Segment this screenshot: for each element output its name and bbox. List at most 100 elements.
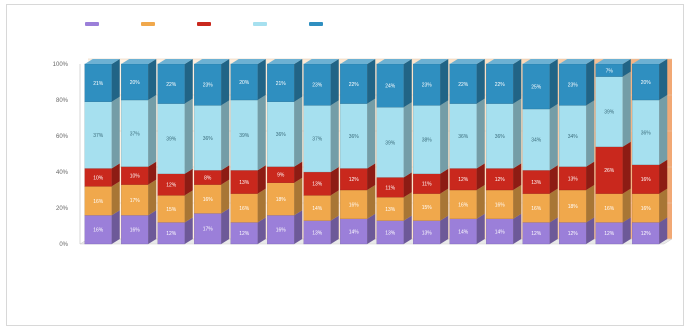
bar-top <box>267 59 303 64</box>
data-label: 23% <box>203 83 214 89</box>
data-label: 10% <box>130 174 141 180</box>
legend-item <box>85 22 105 26</box>
bar-segment-side <box>440 188 449 221</box>
data-label: 37% <box>312 137 323 143</box>
bar-segment-side <box>330 190 339 221</box>
data-label: 13% <box>531 180 542 186</box>
data-label: 36% <box>495 134 506 140</box>
bar-segment <box>559 63 587 106</box>
data-label: 20% <box>641 80 652 86</box>
data-label: 12% <box>166 183 177 189</box>
bar-segment <box>267 63 295 102</box>
bar-segment <box>595 76 623 147</box>
bar-segment-side <box>148 179 157 216</box>
bar-top <box>121 59 157 64</box>
bar-segment-side <box>659 188 668 223</box>
data-label: 22% <box>349 82 360 88</box>
bar-segment-side <box>403 192 412 221</box>
bar-top <box>522 59 558 64</box>
bar-segment-side <box>476 98 485 169</box>
bar-segment-side <box>403 59 412 108</box>
bar-segment-side <box>294 59 303 102</box>
bar-segment <box>595 193 623 223</box>
data-label: 14% <box>495 229 506 235</box>
bar-segment <box>194 213 222 245</box>
data-label: 16% <box>531 206 542 212</box>
bar-segment-side <box>184 98 193 174</box>
data-label: 17% <box>203 227 214 233</box>
bar-segment-side <box>221 59 230 106</box>
data-label: 37% <box>93 133 104 139</box>
bar-segment <box>157 63 185 104</box>
bar-segment <box>376 63 404 108</box>
bar-segment-side <box>257 95 266 171</box>
bar-segment <box>84 186 112 216</box>
data-label: 12% <box>239 231 250 237</box>
data-label: 16% <box>604 206 615 212</box>
bar-segment <box>595 146 623 194</box>
data-label: 12% <box>531 231 542 237</box>
bar-top <box>84 59 120 64</box>
data-label: 21% <box>93 81 104 87</box>
data-label: 26% <box>604 168 615 174</box>
data-label: 12% <box>641 231 652 237</box>
bar-segment-side <box>403 172 412 198</box>
bar-segment-side <box>549 104 558 171</box>
bar-segment-side <box>367 185 376 219</box>
bar-segment-side <box>476 213 485 244</box>
data-label: 16% <box>349 202 360 208</box>
bar-segment-side <box>257 59 266 100</box>
data-label: 25% <box>531 85 542 91</box>
bar-segment-side <box>513 59 522 104</box>
bar-segment-side <box>586 100 595 167</box>
bar-top <box>340 59 376 64</box>
bar-segment <box>632 193 660 223</box>
bar-segment-side <box>513 163 522 190</box>
legend-item <box>253 22 273 26</box>
bar-segment <box>522 63 550 110</box>
bar-segment-side <box>294 161 303 183</box>
bar-segment-side <box>184 59 193 104</box>
bar-segment-side <box>148 161 157 185</box>
y-tick-label: 100% <box>53 62 69 68</box>
bar-segment <box>303 195 331 221</box>
data-label: 13% <box>239 180 250 186</box>
data-label: 20% <box>239 80 250 86</box>
bar-segment <box>559 105 587 167</box>
bar-segment-side <box>148 59 157 100</box>
bar-segment <box>522 193 550 223</box>
data-label: 10% <box>93 175 104 181</box>
bar-segment <box>632 63 660 101</box>
data-label: 14% <box>349 229 360 235</box>
bar-segment-side <box>622 71 631 147</box>
bar-segment-side <box>622 188 631 223</box>
data-label: 15% <box>166 207 177 213</box>
legend-swatch <box>141 22 155 26</box>
bar-segment-side <box>586 185 595 223</box>
bar-segment-side <box>476 59 485 104</box>
data-label: 16% <box>93 228 104 234</box>
bar-segment <box>340 218 368 245</box>
data-label: 13% <box>312 182 323 188</box>
data-label: 11% <box>422 182 432 188</box>
bar-segment <box>413 105 441 174</box>
legend-swatch <box>197 22 211 26</box>
data-label: 39% <box>385 140 396 146</box>
bar-top <box>486 59 522 64</box>
bar-segment-side <box>440 100 449 174</box>
data-label: 22% <box>458 82 469 88</box>
bar-segment <box>267 182 295 216</box>
bar-segment-side <box>440 59 449 106</box>
data-label: 14% <box>312 206 323 212</box>
bar-top <box>413 59 449 64</box>
data-label: 12% <box>166 231 177 237</box>
bar-segment <box>84 215 112 245</box>
bar-segment-side <box>549 59 558 109</box>
bar-top <box>157 59 193 64</box>
bar-segment-side <box>330 215 339 244</box>
bar-segment <box>486 63 514 104</box>
bar-segment-side <box>111 181 120 216</box>
data-label: 16% <box>130 228 141 234</box>
legend-swatch <box>85 22 99 26</box>
data-label: 22% <box>495 82 506 88</box>
